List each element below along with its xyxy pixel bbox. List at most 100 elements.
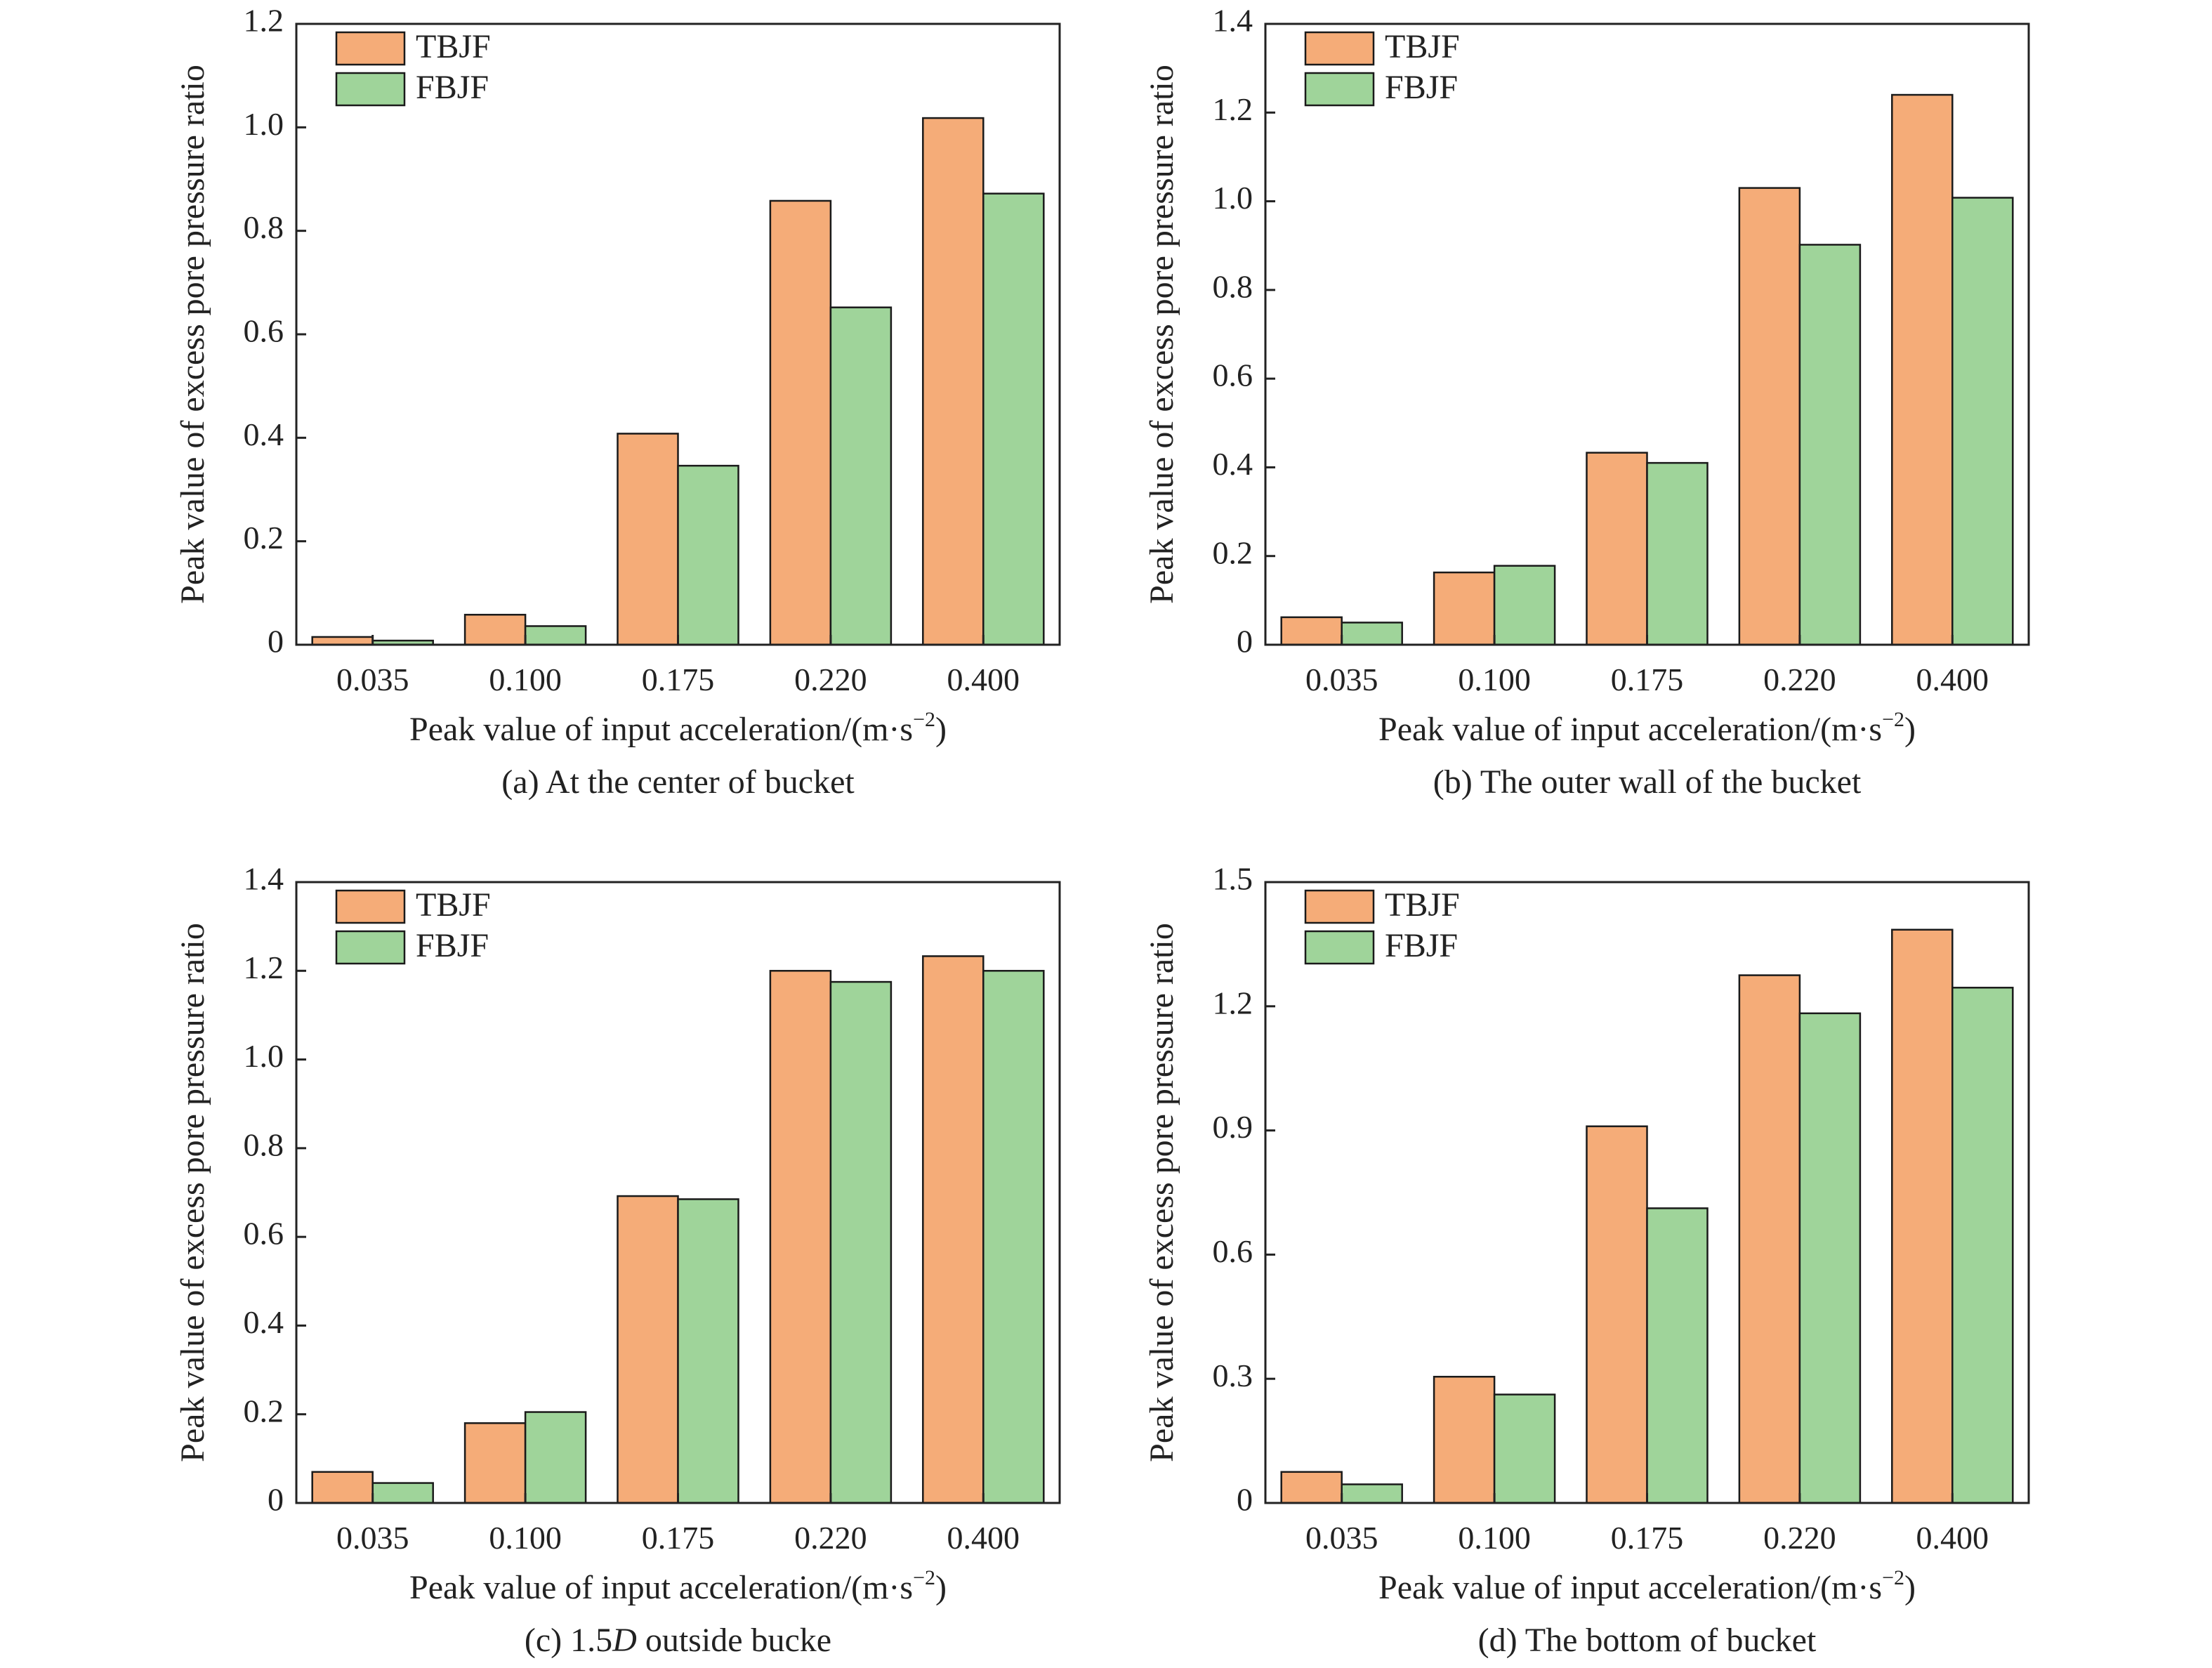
y-tick-label: 0.6	[1213, 357, 1253, 393]
y-tick-label: 0	[1237, 1482, 1253, 1518]
y-tick-label: 1.2	[244, 950, 284, 985]
bar-fbjf-0.175	[1646, 1207, 1709, 1504]
panel-caption: (c) 1.5D outside bucke	[525, 1622, 831, 1659]
bar-tbjf-0.035	[311, 636, 374, 646]
x-tick-label: 0.175	[642, 1520, 715, 1556]
x-tick-label: 0.400	[1916, 1520, 1989, 1556]
x-tick-label: 0.400	[947, 1520, 1020, 1556]
x-tick-label: 0.220	[794, 662, 867, 697]
bar-fbjf-0.100	[1493, 1393, 1556, 1504]
x-axis-label: Peak value of input acceleration/(m·s−2)	[409, 708, 947, 748]
bar-fbjf-0.400	[1951, 197, 2014, 646]
bar-tbjf-0.400	[922, 117, 985, 646]
bar-tbjf-0.175	[617, 1195, 679, 1504]
legend-label-tbjf: TBJF	[416, 886, 491, 924]
chart-panel-c: 0 0.2 0.4 0.6 0.8 1.0 1.2 1.4 0.035 0.100 0.175 0.2…	[174, 861, 1061, 1659]
x-tick-label: 0.100	[1458, 662, 1531, 697]
legend-label-tbjf: TBJF	[1385, 886, 1460, 924]
y-tick-label: 0.2	[1213, 534, 1253, 570]
y-tick-label: 0	[268, 1482, 284, 1518]
x-tick-label: 0.100	[489, 1520, 562, 1556]
bar-fbjf-0.035	[1341, 622, 1403, 646]
bar-fbjf-0.100	[1493, 565, 1556, 646]
y-tick-label: 1.4	[244, 861, 284, 897]
bar-tbjf-0.035	[1280, 616, 1343, 646]
bar-fbjf-0.220	[1798, 244, 1862, 646]
y-tick-label: 0.9	[1213, 1109, 1253, 1145]
bar-fbjf-0.035	[371, 1482, 434, 1504]
legend-label-tbjf: TBJF	[416, 28, 491, 65]
bar-tbjf-0.220	[1738, 974, 1801, 1504]
bar-fbjf-0.400	[1951, 987, 2014, 1504]
y-tick-label: 1.2	[244, 3, 284, 39]
y-tick-label: 0.6	[244, 1216, 284, 1252]
legend-label-tbjf: TBJF	[1385, 28, 1460, 65]
legend-swatch-tbjf	[335, 31, 406, 66]
legend-label-fbjf: FBJF	[416, 927, 489, 964]
x-tick-label: 0.035	[1305, 1520, 1378, 1556]
x-tick-label: 0.220	[794, 1520, 867, 1556]
legend-swatch-tbjf	[335, 889, 406, 924]
bar-fbjf-0.100	[524, 1411, 587, 1504]
x-tick-label: 0.100	[489, 662, 562, 697]
legend-label-fbjf: FBJF	[1385, 69, 1458, 106]
x-tick-label: 0.100	[1458, 1520, 1531, 1556]
y-tick-label: 1.2	[1213, 91, 1253, 127]
bar-tbjf-0.100	[463, 614, 527, 646]
bar-fbjf-0.400	[982, 970, 1045, 1504]
x-tick-label: 0.035	[1305, 662, 1378, 697]
y-tick-label: 1.2	[1213, 985, 1253, 1020]
panel-caption: (d) The bottom of bucket	[1478, 1622, 1817, 1659]
y-tick-label: 0.8	[244, 209, 284, 245]
bar-fbjf-0.220	[829, 980, 893, 1504]
bar-fbjf-0.035	[1341, 1483, 1403, 1504]
bar-tbjf-0.100	[463, 1422, 527, 1504]
y-axis-label: Peak value of excess pore pressure ratio	[174, 923, 211, 1462]
y-tick-label: 1.0	[244, 1038, 284, 1074]
bar-tbjf-0.220	[1738, 187, 1801, 646]
x-tick-label: 0.035	[336, 1520, 409, 1556]
x-tick-label: 0.400	[947, 662, 1020, 697]
legend-swatch-tbjf	[1304, 889, 1375, 924]
legend-swatch-tbjf	[1304, 31, 1375, 66]
bar-fbjf-0.400	[982, 192, 1045, 646]
legend-swatch-fbjf	[1304, 72, 1375, 107]
bar-tbjf-0.175	[617, 433, 679, 646]
bar-tbjf-0.400	[922, 955, 985, 1504]
x-axis-label: Peak value of input acceleration/(m·s−2)	[409, 1566, 947, 1606]
y-tick-label: 0.2	[244, 1393, 284, 1429]
y-tick-label: 0.8	[244, 1127, 284, 1162]
y-tick-label: 0.3	[1213, 1358, 1253, 1393]
chart-panel-b: 0 0.2 0.4 0.6 0.8 1.0 1.2 1.4 0.035 0.100 0.175 0.2…	[1143, 3, 2030, 801]
legend-swatch-fbjf	[335, 72, 406, 107]
y-axis-label: Peak value of excess pore pressure ratio	[1143, 923, 1180, 1462]
bar-tbjf-0.035	[311, 1471, 374, 1504]
bar-fbjf-0.175	[677, 1198, 739, 1504]
bar-fbjf-0.220	[1798, 1012, 1862, 1504]
bar-tbjf-0.220	[769, 970, 832, 1504]
bar-fbjf-0.175	[677, 464, 739, 646]
y-tick-label: 1.4	[1213, 3, 1253, 39]
y-tick-label: 0	[1237, 624, 1253, 659]
y-tick-label: 0.6	[244, 313, 284, 349]
bar-tbjf-0.175	[1586, 452, 1648, 646]
x-tick-label: 0.175	[1611, 662, 1684, 697]
y-tick-label: 1.5	[1213, 861, 1253, 897]
bar-tbjf-0.220	[769, 199, 832, 646]
y-tick-label: 1.0	[1213, 180, 1253, 216]
y-tick-label: 1.0	[244, 106, 284, 142]
y-tick-label: 0.2	[244, 520, 284, 556]
chart-panel-d: 0 0.3 0.6 0.9 1.2 1.5 0.035 0.100 0.175 0.220 0.40…	[1143, 861, 2030, 1659]
x-axis-label: Peak value of input acceleration/(m·s−2)	[1378, 708, 1916, 748]
legend-swatch-fbjf	[1304, 930, 1375, 965]
y-tick-label: 0.8	[1213, 268, 1253, 304]
y-tick-label: 0.4	[244, 416, 284, 452]
bar-fbjf-0.100	[524, 625, 587, 646]
bar-tbjf-0.400	[1891, 928, 1954, 1504]
bar-tbjf-0.035	[1280, 1471, 1343, 1504]
y-tick-label: 0.4	[1213, 446, 1253, 482]
bar-tbjf-0.100	[1433, 571, 1496, 646]
x-tick-label: 0.175	[642, 662, 715, 697]
x-tick-label: 0.400	[1916, 662, 1989, 697]
